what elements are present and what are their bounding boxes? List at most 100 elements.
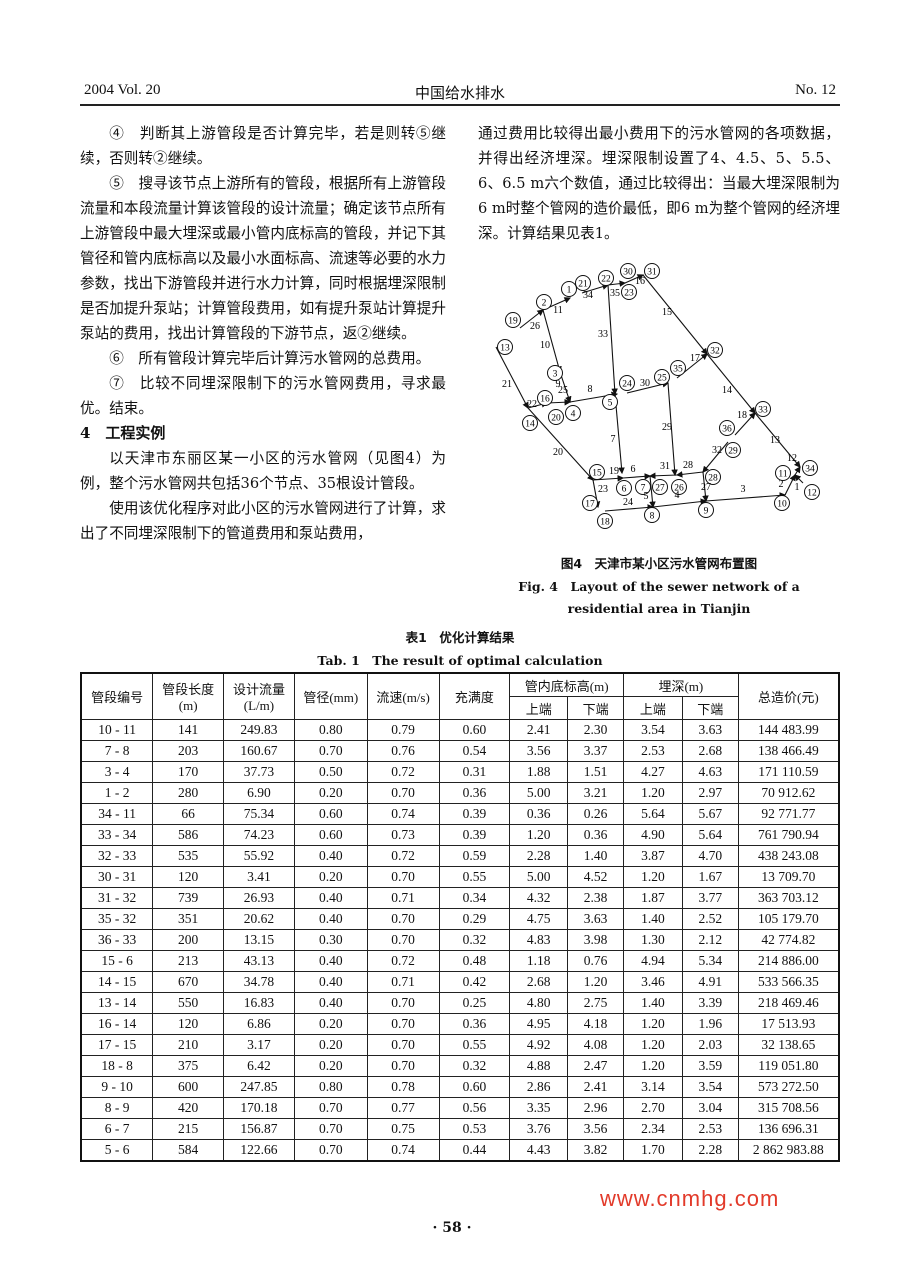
table-cell: 1.40 bbox=[623, 908, 683, 930]
table-cell: 550 bbox=[152, 992, 225, 1014]
table-cell: 600 bbox=[152, 1076, 225, 1098]
table-cell: 4.18 bbox=[567, 1013, 624, 1035]
table-cell: 584 bbox=[152, 1139, 225, 1162]
pipe-segment bbox=[607, 284, 618, 396]
table-cell: 1 - 2 bbox=[80, 782, 154, 804]
table-cell: 214 886.00 bbox=[737, 950, 840, 972]
table-cell: 0.71 bbox=[366, 971, 440, 993]
step-5: ⑤ 搜寻该节点上游所有的管段，根据所有上游管段流量和本段流量计算该管段的设计流量… bbox=[80, 175, 446, 342]
node-label: 2 bbox=[542, 299, 547, 309]
table-cell: 0.70 bbox=[366, 1034, 440, 1056]
paragraph: 使用该优化程序对此小区的污水管网进行了计算，求出了不同埋深限制下的管道费用和泵站… bbox=[80, 500, 446, 542]
node-circle bbox=[582, 495, 598, 511]
table-cell: 5.34 bbox=[681, 950, 739, 972]
node: 34 bbox=[802, 460, 818, 476]
table-cell: 1.96 bbox=[681, 1013, 739, 1035]
table-cell: 5.64 bbox=[681, 824, 739, 846]
node: 31 bbox=[644, 263, 660, 279]
pipe-label: 6 bbox=[631, 464, 636, 475]
node-circle bbox=[537, 390, 553, 406]
pipe-label: 1 bbox=[795, 482, 800, 493]
table-cell: 0.53 bbox=[438, 1118, 511, 1140]
node: 6 bbox=[616, 480, 632, 496]
table-cell: 16.83 bbox=[223, 992, 295, 1014]
table-cell: 0.77 bbox=[366, 1097, 440, 1119]
node: 35 bbox=[670, 360, 686, 376]
node-label: 20 bbox=[551, 414, 561, 424]
table-cell: 1.51 bbox=[567, 761, 624, 783]
node-circle bbox=[705, 469, 721, 485]
node-circle bbox=[707, 342, 723, 358]
table-cell: 2.47 bbox=[567, 1055, 624, 1077]
paragraph: 通过费用比较得出最小费用下的污水管网的各项数据，并得出经济埋深。埋深限制设置了4… bbox=[478, 125, 840, 242]
node-label: 11 bbox=[778, 470, 787, 480]
table-row: 5 - 6 584 122.66 0.70 0.74 0.44 4.43 3.82 1.70 2.… bbox=[80, 1139, 840, 1162]
node-label: 4 bbox=[571, 410, 576, 420]
table-cell: 2.12 bbox=[681, 929, 739, 951]
table-cell: 3.54 bbox=[623, 719, 683, 741]
table-cell: 4.88 bbox=[509, 1055, 569, 1077]
pipe-segment bbox=[622, 473, 652, 480]
pipe-label: 25 bbox=[558, 385, 568, 396]
node-label: 16 bbox=[540, 395, 550, 405]
table-cell: 3.63 bbox=[681, 719, 739, 741]
table-cell: 0.36 bbox=[509, 803, 569, 825]
table-cell: 34 - 11 bbox=[80, 803, 154, 825]
table-row: 30 - 31 120 3.41 0.20 0.70 0.55 5.00 4.52 1.20 1.… bbox=[80, 866, 840, 888]
table-cell: 1.20 bbox=[623, 1034, 683, 1056]
table-cell: 30 - 31 bbox=[80, 866, 154, 888]
table-row: 10 - 11 141 249.83 0.80 0.79 0.60 2.41 2.30 3.54… bbox=[80, 719, 840, 741]
table-row: 16 - 14 120 6.86 0.20 0.70 0.36 4.95 4.18 1.20 1.… bbox=[80, 1013, 840, 1035]
node-circle bbox=[565, 405, 581, 421]
table-cell: 0.59 bbox=[438, 845, 511, 867]
header-depth: 埋深(m) bbox=[623, 672, 739, 697]
node-label: 34 bbox=[805, 465, 815, 475]
table-cell: 4.52 bbox=[567, 866, 624, 888]
pipe-segment bbox=[581, 283, 610, 294]
node-label: 18 bbox=[600, 518, 610, 528]
table-cell: 315 708.56 bbox=[737, 1097, 840, 1119]
node-label: 23 bbox=[624, 289, 634, 299]
node: 20 bbox=[548, 409, 564, 425]
table-cell: 5.67 bbox=[681, 803, 739, 825]
node: 4 bbox=[565, 405, 581, 421]
table-cell: 1.70 bbox=[623, 1139, 683, 1162]
node: 24 bbox=[619, 375, 635, 391]
table-cell: 0.71 bbox=[366, 887, 440, 909]
table-cell: 66 bbox=[152, 803, 225, 825]
table-cell: 13.15 bbox=[223, 929, 295, 951]
table-cell: 0.72 bbox=[366, 950, 440, 972]
node-label: 19 bbox=[508, 317, 518, 327]
table-cell: 0.44 bbox=[438, 1139, 511, 1162]
table-cell: 3.82 bbox=[567, 1139, 624, 1162]
table-cell: 0.60 bbox=[438, 719, 511, 741]
header-invert-upper: 上端 bbox=[509, 696, 569, 720]
table-row: 8 - 9 420 170.18 0.70 0.77 0.56 3.35 2.96 2.70 3.… bbox=[80, 1097, 840, 1119]
node: 11 bbox=[775, 465, 791, 481]
table-cell: 363 703.12 bbox=[737, 887, 840, 909]
figure-caption-en: Fig. 4 Layout of the sewer network of a … bbox=[518, 579, 800, 616]
header-velocity: 流速(m/s) bbox=[366, 672, 440, 720]
table-cell: 160.67 bbox=[223, 740, 295, 762]
table-row: 14 - 15 670 34.78 0.40 0.71 0.42 2.68 1.20 3.46 4… bbox=[80, 971, 840, 993]
pipe-segment bbox=[754, 412, 801, 468]
right-column: 通过费用比较得出最小费用下的污水管网的各项数据，并得出经济埋深。埋深限制设置了4… bbox=[478, 121, 840, 246]
table-cell: 3.98 bbox=[567, 929, 624, 951]
table-cell: 18 - 8 bbox=[80, 1055, 154, 1077]
table-cell: 74.23 bbox=[223, 824, 295, 846]
table-cell: 35 - 32 bbox=[80, 908, 154, 930]
node-circle bbox=[644, 263, 660, 279]
node-label: 9 bbox=[704, 507, 709, 517]
table-cell: 0.31 bbox=[438, 761, 511, 783]
table-cell: 0.36 bbox=[438, 1013, 511, 1035]
table-cell: 1.20 bbox=[623, 782, 683, 804]
pipe-label: 18 bbox=[737, 410, 747, 421]
node-circle bbox=[671, 479, 687, 495]
pipe-segment bbox=[652, 498, 708, 508]
table-cell: 0.32 bbox=[438, 929, 511, 951]
node-circle bbox=[505, 312, 521, 328]
pipe-segment bbox=[794, 474, 804, 484]
table-cell: 249.83 bbox=[223, 719, 295, 741]
node-label: 17 bbox=[585, 500, 595, 510]
table-cell: 0.73 bbox=[366, 824, 440, 846]
